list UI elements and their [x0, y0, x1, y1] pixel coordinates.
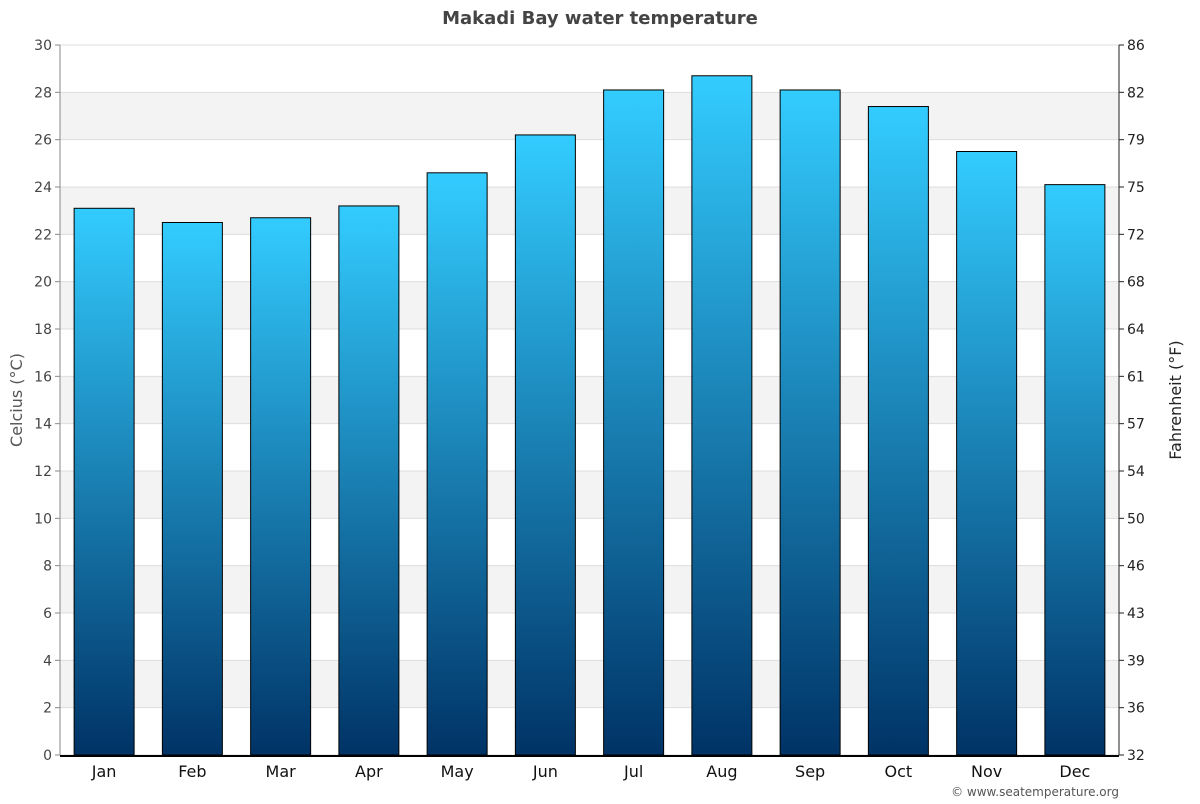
y2-tick-label: 64 — [1127, 322, 1145, 338]
y2-axis-label: Fahrenheit (°F) — [1166, 340, 1185, 459]
x-tick-label: Sep — [795, 762, 825, 781]
credit: © www.seatemperature.org — [951, 785, 1119, 799]
y-tick-label: 0 — [43, 748, 52, 764]
y2-tick-label: 36 — [1127, 701, 1145, 717]
grid-band — [60, 92, 1119, 140]
y2-tick-label: 46 — [1127, 559, 1145, 575]
bar-aug — [691, 75, 753, 756]
grid-band — [60, 471, 1119, 519]
y2-tick-label: 68 — [1127, 275, 1145, 291]
y2-tick-label: 61 — [1127, 369, 1145, 385]
y-tick-label: 30 — [34, 38, 52, 54]
bar-sep — [779, 89, 841, 756]
grid-band — [60, 565, 1119, 613]
y2-tick-label: 54 — [1127, 464, 1145, 480]
x-tick-label: Jul — [623, 762, 643, 781]
bar-jul — [603, 89, 665, 756]
x-tick-label: Aug — [706, 762, 737, 781]
y-tick-label: 6 — [43, 606, 52, 622]
bar-dec — [1044, 184, 1106, 756]
bar-oct — [867, 106, 929, 756]
y-tick-label: 18 — [34, 322, 52, 338]
x-tick-label: May — [441, 762, 474, 781]
y2-tick-label: 72 — [1127, 227, 1145, 243]
bar-feb — [161, 222, 223, 756]
y-tick-label: 26 — [34, 133, 52, 149]
bar-apr — [338, 205, 400, 756]
y2-tick-label: 50 — [1127, 511, 1145, 527]
y-tick-label: 24 — [34, 180, 52, 196]
bar-nov — [956, 151, 1018, 756]
y-tick-label: 16 — [34, 369, 52, 385]
x-tick-label: Jan — [91, 762, 117, 781]
x-tick-label: Jun — [532, 762, 558, 781]
bars — [73, 75, 1106, 756]
y2-tick-label: 86 — [1127, 38, 1145, 54]
y-tick-label: 2 — [43, 701, 52, 717]
x-tick-label: Mar — [266, 762, 297, 781]
grid-band — [60, 376, 1119, 424]
y2-tick-label: 32 — [1127, 748, 1145, 764]
y-tick-label: 12 — [34, 464, 52, 480]
y-axis-label: Celcius (°C) — [7, 353, 26, 447]
grid-bands — [60, 92, 1119, 708]
y2-tick-label: 39 — [1127, 653, 1145, 669]
y-tick-label: 22 — [34, 227, 52, 243]
bar-mar — [250, 217, 312, 756]
x-tick-label: Oct — [885, 762, 913, 781]
bar-may — [426, 172, 488, 756]
bar-jun — [514, 134, 576, 756]
grid-band — [60, 660, 1119, 708]
x-tick-label: Nov — [971, 762, 1002, 781]
y2-tick-label: 79 — [1127, 133, 1145, 149]
tick-labels: 0 32 2 36 4 39 6 43 8 46 10 50 12 54 14 57 16 61 18 64 20 68 2… — [34, 38, 1145, 781]
x-tick-label: Feb — [178, 762, 206, 781]
y2-tick-label: 57 — [1127, 417, 1145, 433]
y-tick-label: 8 — [43, 559, 52, 575]
chart-title: Makadi Bay water temperature — [442, 8, 758, 29]
grid-band — [60, 281, 1119, 329]
y2-tick-label: 75 — [1127, 180, 1145, 196]
y-tick-label: 14 — [34, 417, 52, 433]
x-tick-label: Dec — [1059, 762, 1090, 781]
bar-jan — [73, 207, 135, 756]
y2-tick-label: 82 — [1127, 85, 1145, 101]
y-tick-label: 4 — [43, 653, 52, 669]
axes — [55, 44, 1124, 757]
y-tick-label: 28 — [34, 85, 52, 101]
y2-tick-label: 43 — [1127, 606, 1145, 622]
y-tick-label: 10 — [34, 511, 52, 527]
x-tick-label: Apr — [355, 762, 383, 781]
grid-band — [60, 187, 1119, 235]
y-tick-label: 20 — [34, 275, 52, 291]
